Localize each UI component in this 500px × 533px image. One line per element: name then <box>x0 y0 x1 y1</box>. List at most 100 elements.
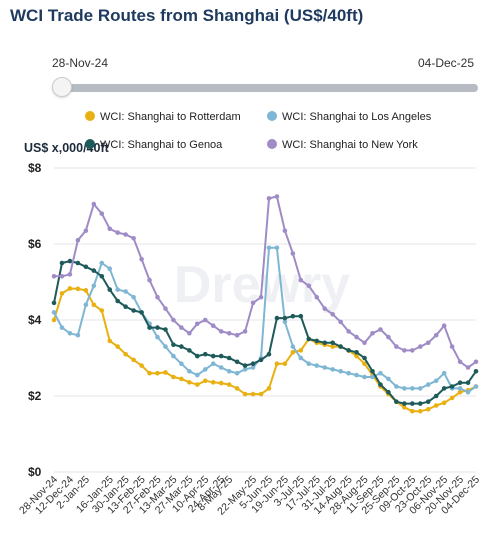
data-point <box>234 359 240 365</box>
data-point <box>51 274 57 279</box>
data-point <box>330 340 335 346</box>
data-point <box>59 274 65 279</box>
legend-marker <box>85 139 95 149</box>
legend-marker <box>85 111 95 121</box>
y-tick-label: $6 <box>28 237 42 251</box>
date-range-slider[interactable]: 28-Nov-24 04-Dec-25 <box>52 56 492 116</box>
data-point <box>274 315 280 321</box>
data-point <box>155 370 160 376</box>
data-point <box>417 408 423 414</box>
data-point <box>473 384 479 389</box>
data-point <box>282 315 288 321</box>
data-point <box>202 367 208 372</box>
data-point <box>139 363 144 368</box>
data-point <box>433 393 439 399</box>
data-point <box>91 302 97 308</box>
data-point <box>179 376 184 382</box>
data-point <box>290 251 296 256</box>
data-point <box>75 260 81 266</box>
data-point <box>115 230 120 235</box>
range-slider-track[interactable] <box>60 84 478 92</box>
data-point <box>290 313 296 319</box>
y-tick-label: $4 <box>28 313 42 327</box>
data-point <box>330 344 335 349</box>
data-point <box>457 359 463 365</box>
data-point <box>91 283 97 289</box>
legend-label: WCI: Shanghai to Rotterdam <box>100 111 241 123</box>
data-point <box>298 277 304 283</box>
data-point <box>354 350 359 355</box>
data-point <box>218 329 224 334</box>
data-point <box>473 369 479 374</box>
data-point <box>370 374 375 380</box>
data-point <box>131 294 136 300</box>
data-point <box>298 313 304 319</box>
data-point <box>433 332 439 338</box>
data-point <box>370 331 375 336</box>
data-point <box>107 338 113 344</box>
data-point <box>441 370 447 376</box>
data-point <box>202 351 208 357</box>
data-point <box>410 386 415 391</box>
data-point <box>433 403 439 408</box>
data-point <box>123 232 128 237</box>
data-point <box>67 272 73 277</box>
data-point <box>354 372 359 378</box>
data-point <box>338 369 343 374</box>
data-point <box>83 228 89 233</box>
data-point <box>155 294 160 300</box>
data-point <box>123 351 128 357</box>
data-point <box>457 380 463 386</box>
data-point <box>107 287 113 292</box>
data-point <box>298 348 304 353</box>
data-point <box>115 287 120 292</box>
data-point <box>378 370 383 376</box>
data-point <box>210 361 216 367</box>
data-point <box>266 196 272 201</box>
data-point <box>354 353 359 359</box>
data-point <box>242 391 248 397</box>
data-point <box>417 386 423 391</box>
data-point <box>314 338 320 344</box>
data-point <box>234 332 240 338</box>
data-point <box>171 342 176 348</box>
data-point <box>147 277 152 283</box>
data-point <box>202 317 208 323</box>
data-point <box>195 372 200 378</box>
legend-label: WCI: Shanghai to Genoa <box>100 139 223 151</box>
data-point <box>67 331 73 336</box>
data-point <box>386 334 391 340</box>
data-point <box>346 348 351 353</box>
data-point <box>51 300 57 306</box>
data-point <box>226 382 232 387</box>
data-point <box>410 348 415 353</box>
data-point <box>99 211 105 216</box>
data-point <box>163 327 168 332</box>
range-slider-handle[interactable] <box>52 77 72 97</box>
data-point <box>250 300 256 306</box>
data-point <box>266 245 272 251</box>
data-point <box>99 308 105 313</box>
data-point <box>306 361 312 367</box>
data-point <box>123 289 128 294</box>
y-axis-title: US$ x,000/40ft <box>24 141 110 155</box>
data-point <box>195 321 200 327</box>
data-point <box>298 355 304 361</box>
data-point <box>322 340 328 346</box>
range-end-label: 04-Dec-25 <box>417 56 474 70</box>
data-point <box>195 353 200 359</box>
data-point <box>195 382 200 387</box>
range-start-label: 28-Nov-24 <box>52 56 109 70</box>
data-point <box>163 370 168 375</box>
data-point <box>171 374 176 380</box>
data-point <box>465 380 471 386</box>
legend-marker <box>267 111 277 121</box>
data-point <box>91 201 97 207</box>
data-point <box>473 359 479 365</box>
data-point <box>441 386 447 391</box>
data-point <box>290 350 296 355</box>
data-point <box>75 332 81 338</box>
data-point <box>394 344 399 349</box>
data-point <box>449 344 455 349</box>
